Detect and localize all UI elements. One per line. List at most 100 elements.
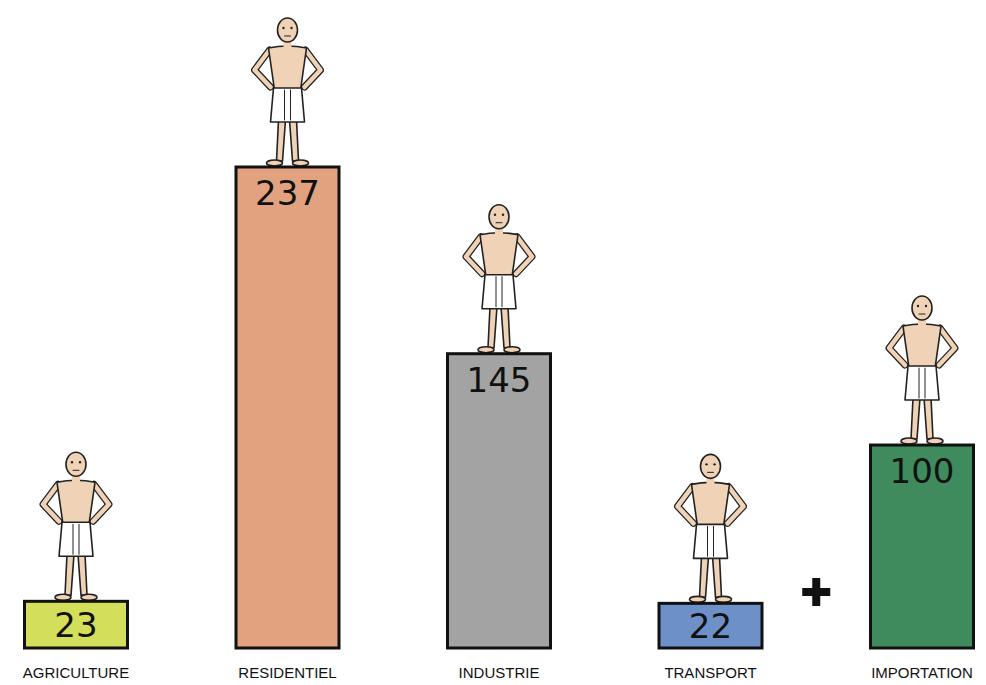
foot bbox=[716, 596, 732, 602]
leg bbox=[501, 307, 510, 348]
kilt-fold bbox=[73, 524, 79, 554]
category-label: INDUSTRIE bbox=[459, 664, 540, 681]
arm-outline bbox=[93, 484, 109, 521]
category-label: RESIDENTIEL bbox=[238, 664, 336, 681]
arm-outline bbox=[728, 486, 744, 523]
kilt-fold bbox=[496, 277, 502, 307]
figure bbox=[678, 454, 744, 602]
eye bbox=[925, 305, 927, 307]
arm bbox=[255, 50, 271, 87]
figure bbox=[43, 452, 109, 600]
bar bbox=[659, 603, 762, 648]
data-label: 22 bbox=[689, 606, 732, 646]
mouth bbox=[285, 36, 291, 37]
torso bbox=[692, 482, 730, 526]
arm-outline bbox=[678, 486, 694, 523]
head bbox=[912, 296, 932, 320]
kilt bbox=[905, 366, 939, 400]
figure bbox=[255, 18, 321, 166]
torso bbox=[269, 46, 307, 90]
leg bbox=[488, 307, 497, 348]
arm bbox=[939, 328, 955, 365]
arm-outline bbox=[516, 237, 532, 274]
arm-outline bbox=[939, 328, 955, 365]
chart: 23 AGRICULTURE 237 RESIDENTIEL 145 INDUSTRIE 2… bbox=[0, 0, 986, 685]
plus-sign bbox=[802, 578, 830, 606]
foot bbox=[504, 347, 520, 353]
eye bbox=[705, 463, 707, 465]
arm-outline bbox=[43, 484, 59, 521]
arm-outline bbox=[466, 237, 482, 274]
leg bbox=[713, 556, 722, 597]
kilt-fold bbox=[708, 526, 714, 556]
eye bbox=[502, 214, 504, 216]
mouth bbox=[496, 222, 502, 223]
plus-v bbox=[812, 578, 820, 606]
foot bbox=[927, 438, 943, 444]
kilt bbox=[482, 275, 516, 309]
arm bbox=[678, 486, 694, 523]
head bbox=[701, 454, 721, 478]
data-label: 100 bbox=[890, 451, 955, 491]
arm bbox=[93, 484, 109, 521]
kilt-fold bbox=[919, 368, 925, 398]
eye bbox=[494, 214, 496, 216]
bar bbox=[448, 354, 551, 648]
bar bbox=[236, 167, 339, 648]
bars bbox=[25, 167, 974, 648]
leg bbox=[700, 556, 709, 597]
data-label: 237 bbox=[255, 173, 320, 213]
category-label: TRANSPORT bbox=[664, 664, 756, 681]
eye bbox=[79, 461, 81, 463]
leg bbox=[911, 398, 920, 439]
arm bbox=[516, 237, 532, 274]
torso bbox=[903, 324, 941, 368]
eye bbox=[282, 27, 284, 29]
data-label: 23 bbox=[54, 605, 97, 645]
bar bbox=[871, 445, 974, 648]
foot bbox=[293, 160, 309, 166]
data-label: 145 bbox=[467, 360, 532, 400]
foot bbox=[478, 347, 494, 353]
leg bbox=[277, 120, 286, 161]
kilt-fold bbox=[285, 90, 291, 120]
torso bbox=[57, 480, 95, 524]
foot bbox=[267, 160, 283, 166]
eye bbox=[713, 463, 715, 465]
kilt bbox=[271, 88, 305, 122]
head bbox=[489, 205, 509, 229]
category-label: IMPORTATION bbox=[871, 664, 973, 681]
foot bbox=[901, 438, 917, 444]
leg bbox=[65, 554, 74, 595]
labels: 23 AGRICULTURE 237 RESIDENTIEL 145 INDUSTRIE 2… bbox=[23, 173, 973, 681]
mouth bbox=[919, 314, 925, 315]
arm-outline bbox=[255, 50, 271, 87]
arm bbox=[889, 328, 905, 365]
foot bbox=[81, 594, 97, 600]
torso bbox=[480, 233, 518, 277]
foot bbox=[690, 596, 706, 602]
bar bbox=[25, 601, 128, 648]
arm bbox=[305, 50, 321, 87]
figure bbox=[889, 296, 955, 444]
head bbox=[278, 18, 298, 42]
eye bbox=[71, 461, 73, 463]
eye bbox=[917, 305, 919, 307]
kilt bbox=[694, 524, 728, 558]
figure bbox=[466, 205, 532, 353]
kilt bbox=[59, 522, 93, 556]
mouth bbox=[73, 470, 79, 471]
mouth bbox=[708, 472, 714, 473]
leg bbox=[924, 398, 933, 439]
eye bbox=[290, 27, 292, 29]
arm bbox=[466, 237, 482, 274]
category-label: AGRICULTURE bbox=[23, 664, 129, 681]
leg bbox=[290, 120, 299, 161]
arm-outline bbox=[889, 328, 905, 365]
arm-outline bbox=[305, 50, 321, 87]
arm bbox=[728, 486, 744, 523]
arm bbox=[43, 484, 59, 521]
head bbox=[66, 452, 86, 476]
foot bbox=[55, 594, 71, 600]
leg bbox=[78, 554, 87, 595]
